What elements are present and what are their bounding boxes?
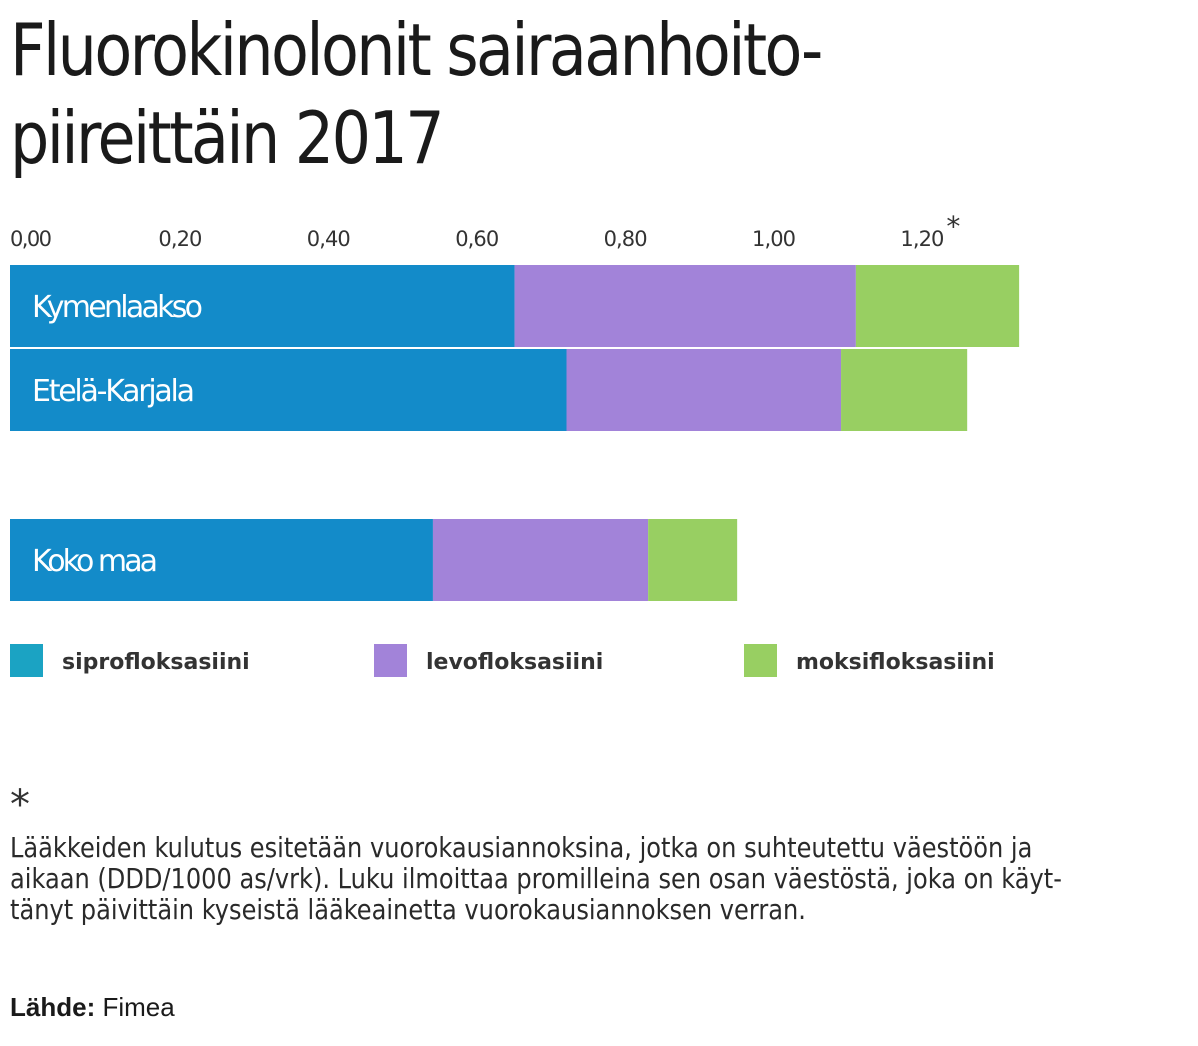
bar-segment-siprofloksasiini (10, 349, 567, 431)
source-value: Fimea (102, 992, 175, 1022)
x-tick-label: 0,40 (307, 227, 351, 251)
bar-segment-moksifloksasiini (841, 349, 968, 431)
chart-title: Fluorokinolonit sairaanhoito- piireittäi… (10, 6, 1016, 182)
bar-segment-moksifloksasiini (855, 265, 1020, 347)
x-tick-label: 0,60 (455, 227, 499, 251)
chart-title-line-1: Fluorokinolonit sairaanhoito- (10, 8, 823, 92)
legend-swatch-moksifloksasiini (744, 644, 777, 677)
footnote-line-1: Lääkkeiden kulutus esitetään vuorokausia… (10, 831, 1033, 864)
legend-label-siprofloksasiini: siprofloksasiini (62, 650, 250, 675)
legend-swatch-levofloksasiini (374, 644, 407, 677)
category-label: Kymenlaakso (32, 290, 203, 325)
bar-segment-siprofloksasiini (10, 519, 433, 601)
footnote-line-2: aikaan (DDD/1000 as/vrk). Luku ilmoittaa… (10, 862, 1062, 895)
footnote-line-3: tänyt päivittäin kyseistä lääkeainetta v… (10, 893, 806, 926)
bar-segment-levofloksasiini (432, 519, 649, 601)
x-tick-label: 1,00 (752, 227, 796, 251)
bar-segment-levofloksasiini (566, 349, 842, 431)
stacked-bar-chart: 0,00 0,20 0,40 0,60 0,80 1,00 1,20 * Kymenlaakso… (10, 210, 1020, 677)
footnote-marker: * (10, 782, 30, 828)
bar-segment-levofloksasiini (514, 265, 856, 347)
legend-label-moksifloksasiini: moksifloksasiini (796, 650, 995, 675)
legend-label-levofloksasiini: levofloksasiini (426, 650, 603, 675)
bar-segment-moksifloksasiini (648, 519, 738, 601)
category-label: Etelä-Karjala (32, 374, 195, 409)
category-label: Koko maa (32, 544, 158, 579)
legend-swatch-siprofloksasiini (10, 644, 43, 677)
bar-segment-siprofloksasiini (10, 265, 515, 347)
x-tick-label: 0,80 (604, 227, 648, 251)
x-tick-marker: * (946, 210, 960, 243)
source-line: Lähde: Fimea (10, 992, 175, 1023)
x-tick-label: 0,00 (10, 227, 52, 251)
x-tick-label: 1,20 (900, 227, 944, 251)
chart-title-line-2: piireittäin 2017 (10, 96, 445, 180)
source-label: Lähde: (10, 992, 96, 1022)
footnote-text: Lääkkeiden kulutus esitetään vuorokausia… (10, 832, 1094, 925)
x-tick-label: 0,20 (158, 227, 202, 251)
